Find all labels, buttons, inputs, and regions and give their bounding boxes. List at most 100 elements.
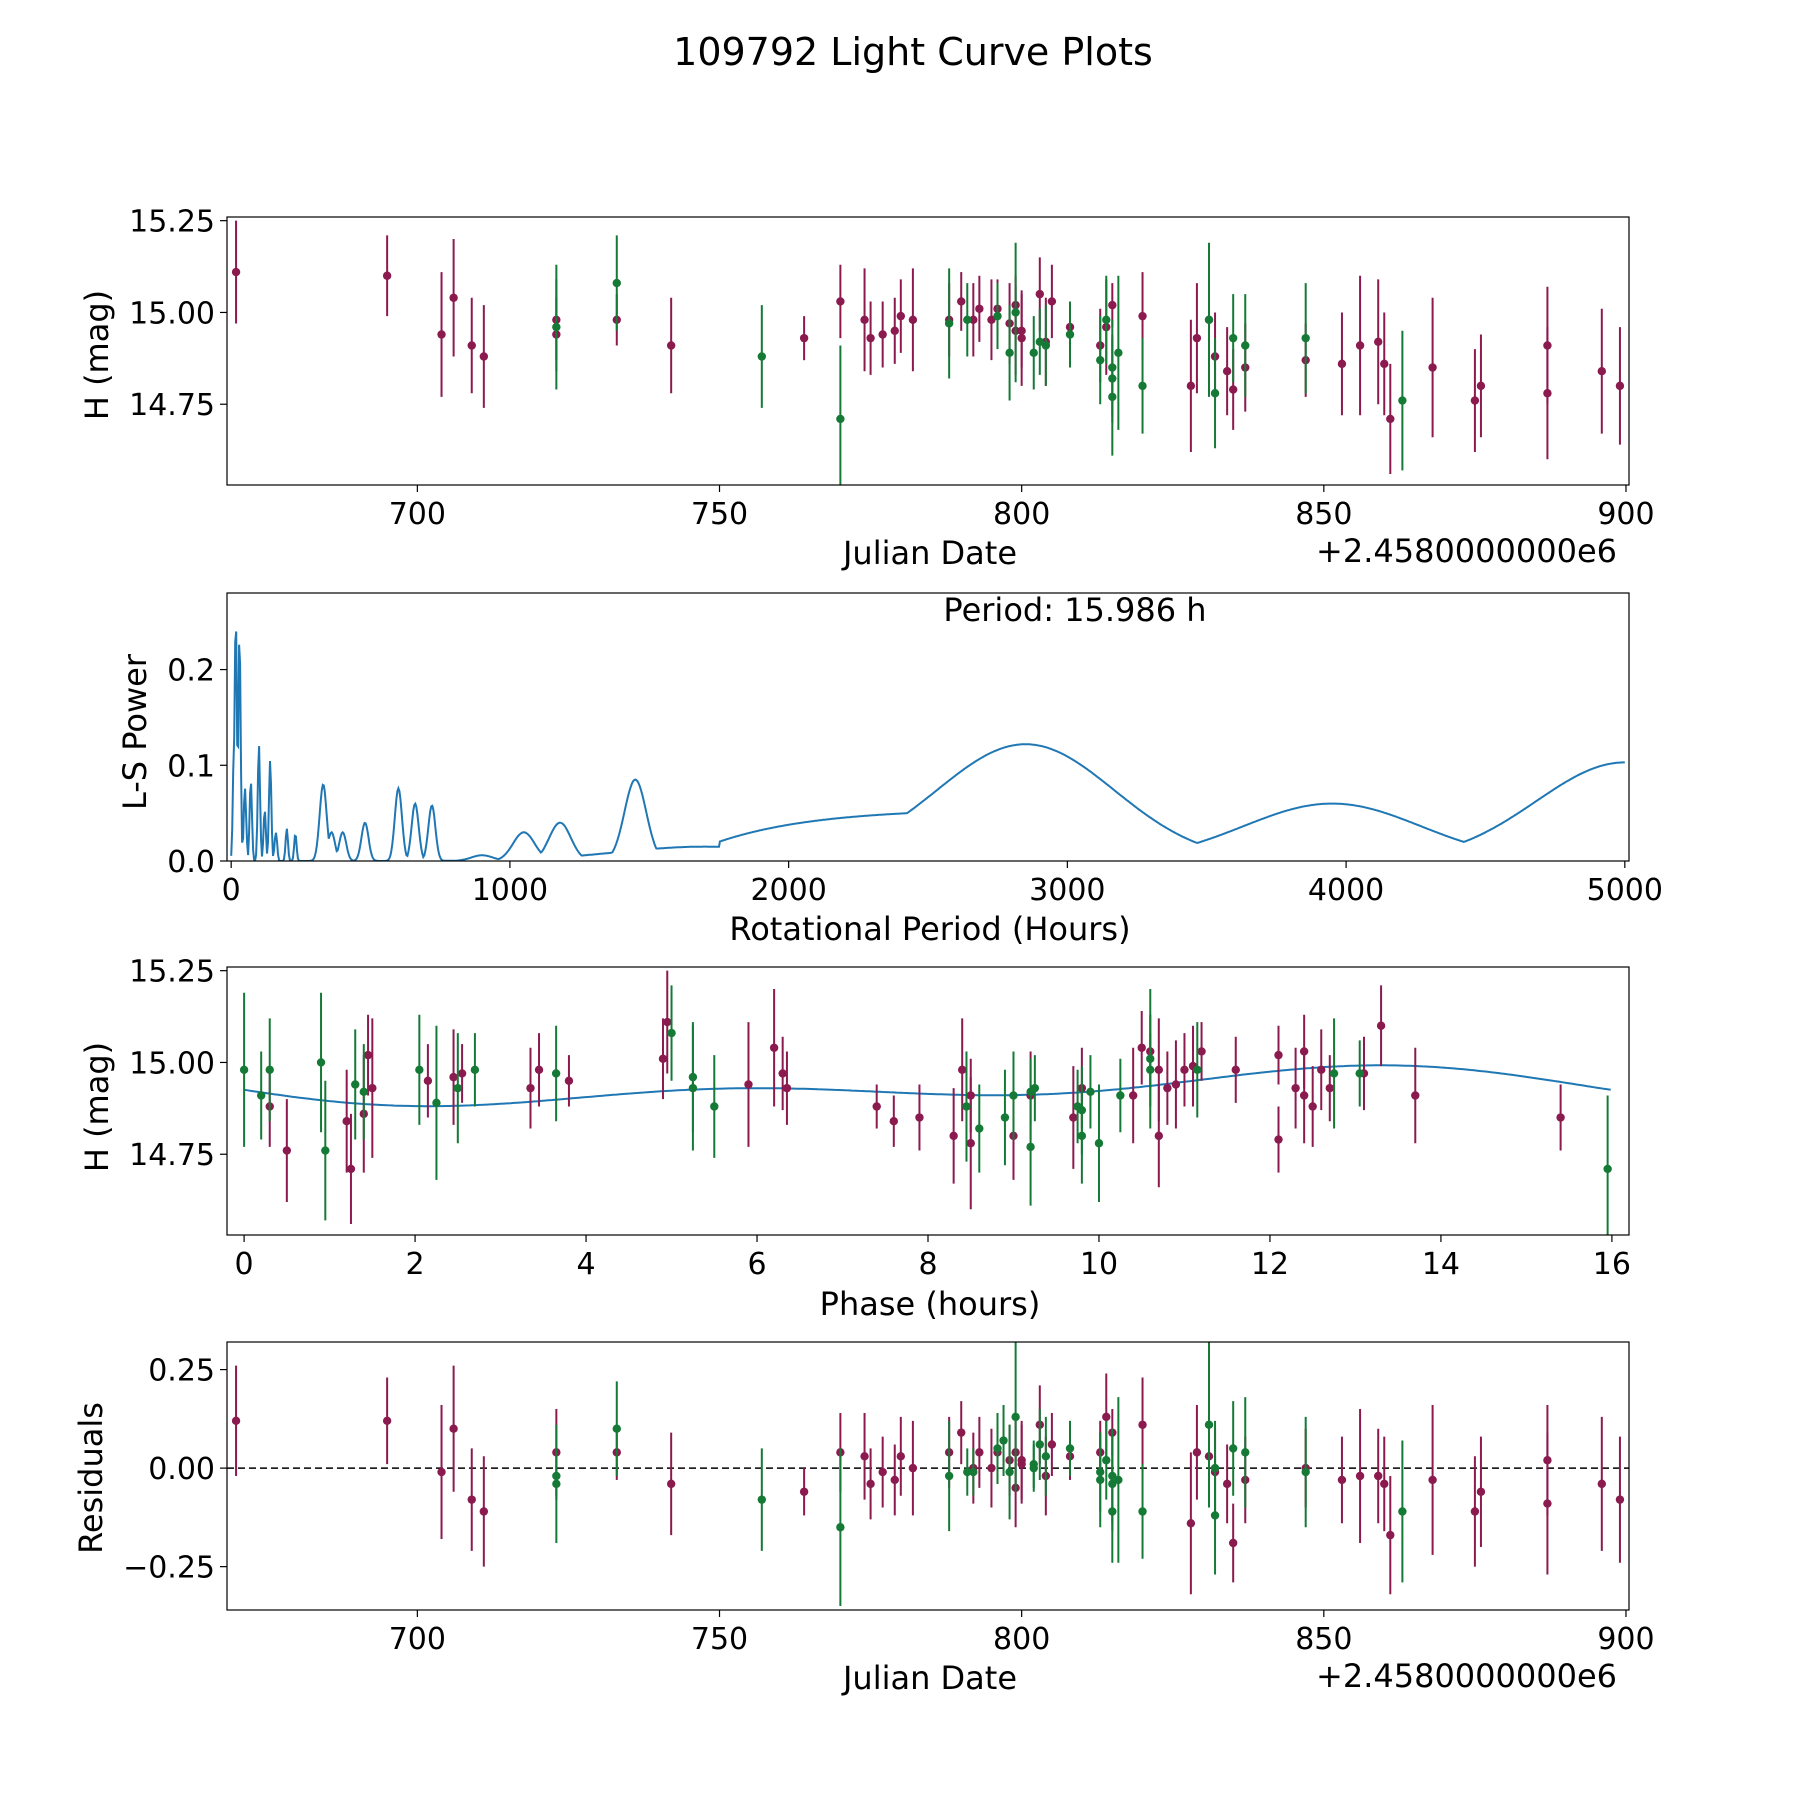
red-point — [1299, 1047, 1309, 1056]
green-point — [836, 1523, 845, 1532]
green-point — [551, 1069, 561, 1078]
green-point — [1355, 1069, 1364, 1078]
phase-plot-ytick-label: 15.00 — [129, 1046, 215, 1081]
phase-plot-xtick-label: 10 — [1080, 1247, 1118, 1282]
green-point — [359, 1087, 368, 1097]
green-point — [993, 311, 1002, 321]
periodogram-xlabel: Rotational Period (Hours) — [729, 910, 1130, 948]
red-point — [890, 1475, 899, 1485]
red-point — [778, 1069, 787, 1078]
periodogram-plot-area — [230, 631, 1625, 861]
red-point — [860, 1452, 869, 1461]
red-point — [1470, 1507, 1480, 1516]
residuals-ytick-label: −0.25 — [123, 1551, 215, 1586]
green-point — [1086, 1087, 1095, 1097]
red-point — [231, 267, 241, 277]
green-point — [1035, 337, 1044, 347]
red-point — [1291, 1083, 1300, 1093]
red-point — [1386, 1530, 1395, 1540]
light-curve-xtick-label: 900 — [1597, 497, 1654, 532]
red-point — [896, 1452, 906, 1461]
red-point — [957, 1428, 966, 1437]
red-point — [860, 315, 869, 324]
green-point — [757, 1495, 767, 1504]
red-point — [1325, 1083, 1334, 1093]
red-point — [1197, 1047, 1206, 1056]
green-point — [1041, 341, 1051, 350]
red-point — [1108, 300, 1117, 310]
red-point — [231, 1416, 241, 1426]
phase-plot-xlabel: Phase (hours) — [820, 1285, 1041, 1323]
red-point — [1137, 1043, 1146, 1052]
red-point — [1017, 333, 1026, 343]
phase-plot-xtick-label: 2 — [406, 1247, 425, 1282]
red-point — [1376, 1021, 1386, 1030]
green-point — [612, 278, 621, 288]
red-point — [957, 297, 966, 306]
green-point — [944, 319, 954, 328]
red-point — [1428, 1475, 1437, 1485]
light-curve-xtick-label: 750 — [691, 497, 748, 532]
green-point — [316, 1058, 326, 1067]
green-point — [963, 315, 972, 324]
red-point — [1102, 1412, 1111, 1422]
light-curve-plot-area — [231, 220, 1625, 485]
light-curve-offset-label: +2.4580000000e6 — [1316, 532, 1617, 570]
red-point — [975, 304, 984, 313]
red-point — [1128, 1091, 1138, 1100]
green-point — [963, 1467, 972, 1477]
light-curve-ytick-label: 15.25 — [129, 205, 215, 240]
red-point — [1380, 1479, 1389, 1489]
green-point — [1210, 389, 1220, 398]
green-point — [321, 1146, 330, 1155]
green-point — [688, 1083, 698, 1093]
phase-plot-xtick-label: 12 — [1251, 1247, 1289, 1282]
green-point — [1108, 1479, 1117, 1489]
red-point — [479, 1507, 489, 1516]
red-point — [1154, 1131, 1164, 1141]
green-point — [1193, 1065, 1202, 1074]
green-point — [1301, 333, 1310, 343]
red-point — [666, 341, 676, 350]
red-point — [382, 271, 392, 280]
phase-plot-ytick-label: 15.25 — [129, 955, 215, 990]
phase-plot-xtick-label: 6 — [747, 1247, 766, 1282]
red-point — [890, 326, 899, 336]
red-point — [1308, 1102, 1317, 1111]
red-point — [1386, 414, 1395, 424]
red-point — [1615, 1495, 1625, 1504]
red-point — [1428, 363, 1437, 372]
red-point — [658, 1054, 668, 1063]
phase-plot-plot-area — [239, 970, 1612, 1235]
red-point — [1186, 1519, 1196, 1528]
green-point — [1026, 1142, 1035, 1152]
red-point — [1299, 1091, 1309, 1100]
red-point — [346, 1164, 356, 1174]
green-point — [1241, 341, 1250, 350]
red-point — [457, 1069, 467, 1078]
red-point — [1411, 1091, 1420, 1100]
red-point — [363, 1050, 373, 1060]
green-point — [1146, 1065, 1155, 1074]
red-point — [1154, 1065, 1164, 1074]
green-point — [256, 1091, 266, 1100]
red-point — [1374, 1471, 1383, 1481]
red-point — [1597, 1479, 1607, 1489]
red-point — [1476, 1487, 1486, 1496]
green-point — [470, 1065, 480, 1074]
residuals-xtick-label: 750 — [691, 1622, 748, 1657]
red-point — [866, 1479, 875, 1489]
red-point — [1138, 311, 1147, 321]
green-point — [962, 1102, 971, 1111]
red-point — [1069, 1113, 1078, 1122]
red-point — [449, 1072, 458, 1082]
red-point — [342, 1116, 351, 1126]
red-point — [449, 1424, 458, 1433]
green-point — [1102, 315, 1111, 324]
red-point — [1192, 1448, 1202, 1457]
green-point — [1077, 1131, 1087, 1141]
residuals-plot-area — [227, 1342, 1629, 1607]
green-point — [351, 1080, 360, 1089]
residuals-xtick-label: 900 — [1597, 1622, 1654, 1657]
